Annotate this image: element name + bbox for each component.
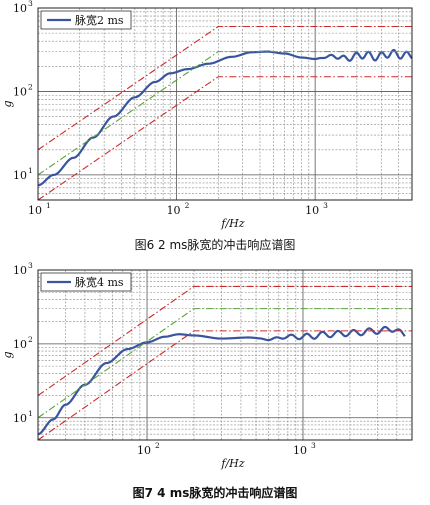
y-tick-label: 10 xyxy=(13,412,27,425)
legend-box xyxy=(40,272,132,292)
x-tick-exponent: 2 xyxy=(155,441,160,450)
legend-label: 脉宽4 ms xyxy=(75,275,124,289)
y-tick-exponent: 2 xyxy=(28,335,33,344)
x-axis-label: f/Hz xyxy=(220,217,244,230)
upper-limit-line xyxy=(37,285,412,396)
y-axis-label: g xyxy=(1,100,14,107)
y-tick-label: 10 xyxy=(13,264,27,277)
plot-area xyxy=(38,8,412,200)
x-tick-label: 10 xyxy=(293,444,307,457)
figure-6: 10 1 10 2 10 3 10 1 10 2 10 3 f/Hz g 脉宽2 ms 图6 2 ms脉宽的… xyxy=(1,0,413,252)
measured-response-line xyxy=(37,48,413,187)
lower-limit-line xyxy=(37,76,412,201)
y-tick-label: 10 xyxy=(13,85,27,98)
figure-7-caption: 图7 4 ms脉宽的冲击响应谱图 xyxy=(132,486,298,500)
y-tick-label: 10 xyxy=(13,169,27,182)
x-tick-label: 10 xyxy=(167,204,181,217)
x-tick-exponent: 2 xyxy=(185,201,190,210)
plot-area xyxy=(38,270,412,440)
y-tick-label: 10 xyxy=(13,2,27,15)
reference-line xyxy=(37,51,412,176)
y-tick-exponent: 3 xyxy=(28,262,33,270)
x-tick-label: 10 xyxy=(305,204,319,217)
y-axis-label: g xyxy=(1,351,14,358)
figure-6-caption: 图6 2 ms脉宽的冲击响应谱图 xyxy=(134,238,296,252)
x-tick-label: 10 xyxy=(28,204,42,217)
reference-line xyxy=(37,308,412,419)
legend: 脉宽4 ms xyxy=(40,272,132,292)
plot-frame xyxy=(37,269,413,441)
y-tick-exponent: 3 xyxy=(28,0,33,8)
x-axis-label: f/Hz xyxy=(220,457,244,470)
x-tick-exponent: 3 xyxy=(311,441,316,450)
upper-limit-line xyxy=(37,25,412,151)
x-tick-label: 10 xyxy=(137,444,151,457)
legend: 脉宽2 ms xyxy=(40,10,132,30)
y-tick-exponent: 2 xyxy=(28,82,33,91)
figure-7: 10 2 10 3 10 1 10 2 10 3 f/Hz g 脉宽4 ms 图7 4 ms脉宽的冲击响… xyxy=(0,262,430,505)
grid xyxy=(37,269,413,441)
plot-frame xyxy=(37,7,413,201)
x-tick-exponent: 1 xyxy=(46,201,51,210)
legend-label: 脉宽2 ms xyxy=(75,13,124,27)
lower-limit-line xyxy=(37,330,412,441)
y-tick-exponent: 1 xyxy=(28,166,33,175)
legend-box xyxy=(40,10,132,30)
grid xyxy=(37,7,413,201)
y-tick-label: 10 xyxy=(13,338,27,351)
measured-response-line xyxy=(37,325,406,436)
x-tick-exponent: 3 xyxy=(323,201,328,210)
y-tick-exponent: 1 xyxy=(28,409,33,418)
